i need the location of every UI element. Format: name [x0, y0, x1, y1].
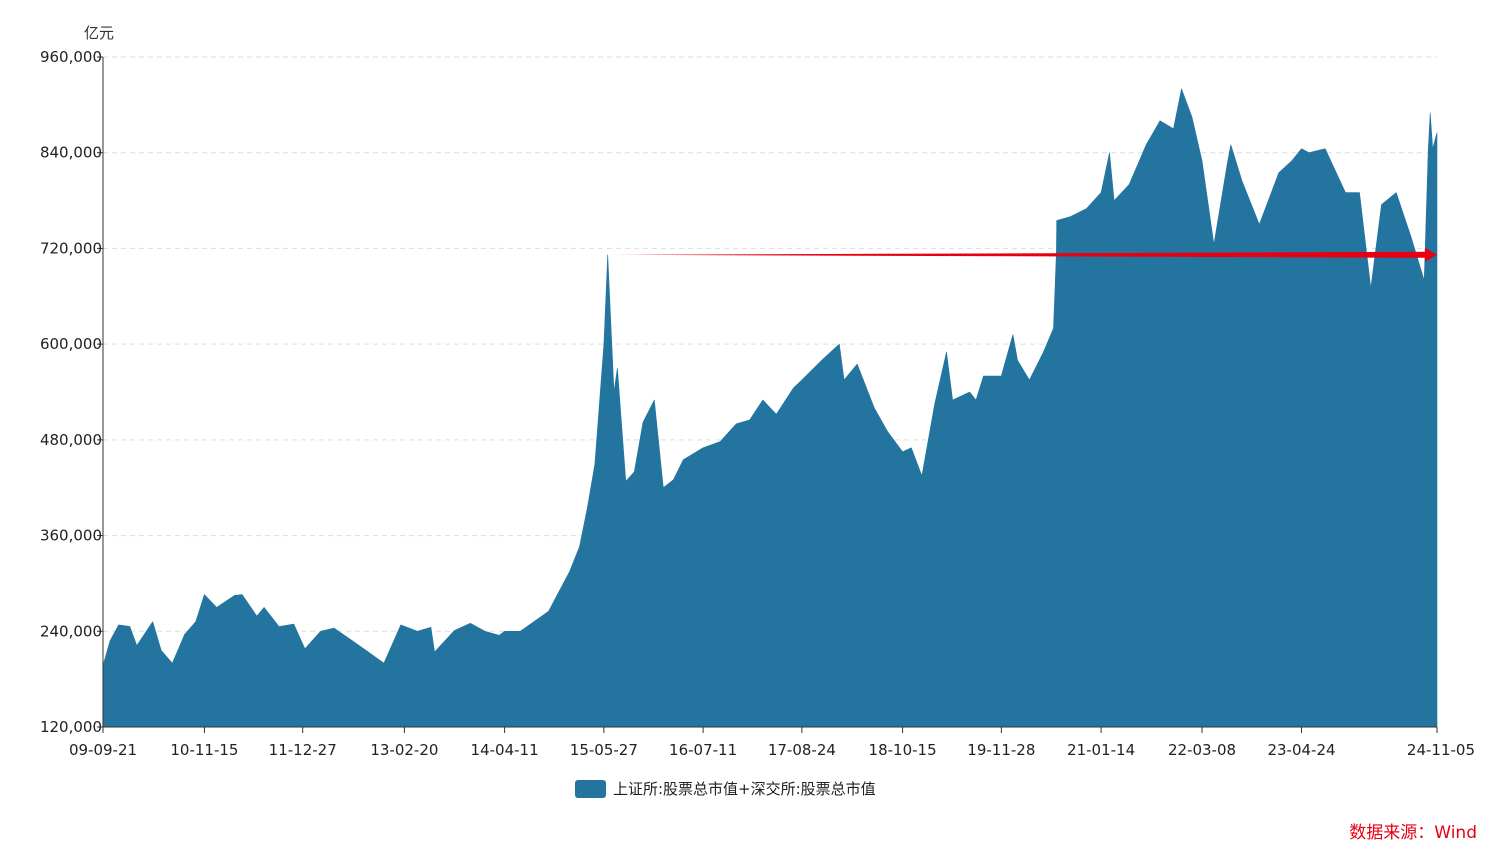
y-axis-unit-label: 亿元 — [84, 24, 114, 42]
annotation — [607, 247, 1437, 262]
y-tick-label: 240,000 — [40, 622, 102, 640]
x-tick-label: 23-04-24 — [1267, 741, 1335, 759]
y-tick-label: 960,000 — [40, 48, 102, 66]
x-tick-label: 09-09-21 — [69, 741, 137, 759]
x-tick-label: 14-04-11 — [471, 741, 539, 759]
data-source-label: 数据来源：Wind — [1349, 823, 1477, 843]
x-tick-label: 19-11-28 — [967, 741, 1035, 759]
axes: 120,000 240,000 360,000 480,000 600,000 720,0… — [40, 48, 1475, 759]
annotation-arrow-shaft — [607, 251, 1429, 258]
legend-label: 上证所:股票总市值+深交所:股票总市值 — [613, 780, 876, 798]
x-tick-label: 24-11-05 — [1407, 741, 1475, 759]
x-tick-label: 15-05-27 — [570, 741, 638, 759]
series-area — [102, 88, 1438, 728]
y-tick-label: 120,000 — [40, 718, 102, 736]
y-tick-label: 360,000 — [40, 527, 102, 545]
x-tick-label: 17-08-24 — [768, 741, 836, 759]
x-tick-label: 10-11-15 — [170, 741, 238, 759]
x-tick-label: 16-07-11 — [669, 741, 737, 759]
y-tick-label: 600,000 — [40, 335, 102, 353]
y-tick-label: 840,000 — [40, 144, 102, 162]
legend-swatch — [575, 780, 606, 798]
y-tick-label: 720,000 — [40, 239, 102, 257]
annotation-arrow-head — [1425, 247, 1437, 262]
y-tick-label: 480,000 — [40, 431, 102, 449]
series-area-path — [102, 88, 1438, 728]
x-tick-label: 22-03-08 — [1168, 741, 1236, 759]
legend[interactable]: 上证所:股票总市值+深交所:股票总市值 — [575, 780, 876, 798]
x-tick-label: 18-10-15 — [869, 741, 937, 759]
x-tick-label: 21-01-14 — [1067, 741, 1135, 759]
x-tick-label: 11-12-27 — [269, 741, 337, 759]
x-tick-label: 13-02-20 — [370, 741, 438, 759]
